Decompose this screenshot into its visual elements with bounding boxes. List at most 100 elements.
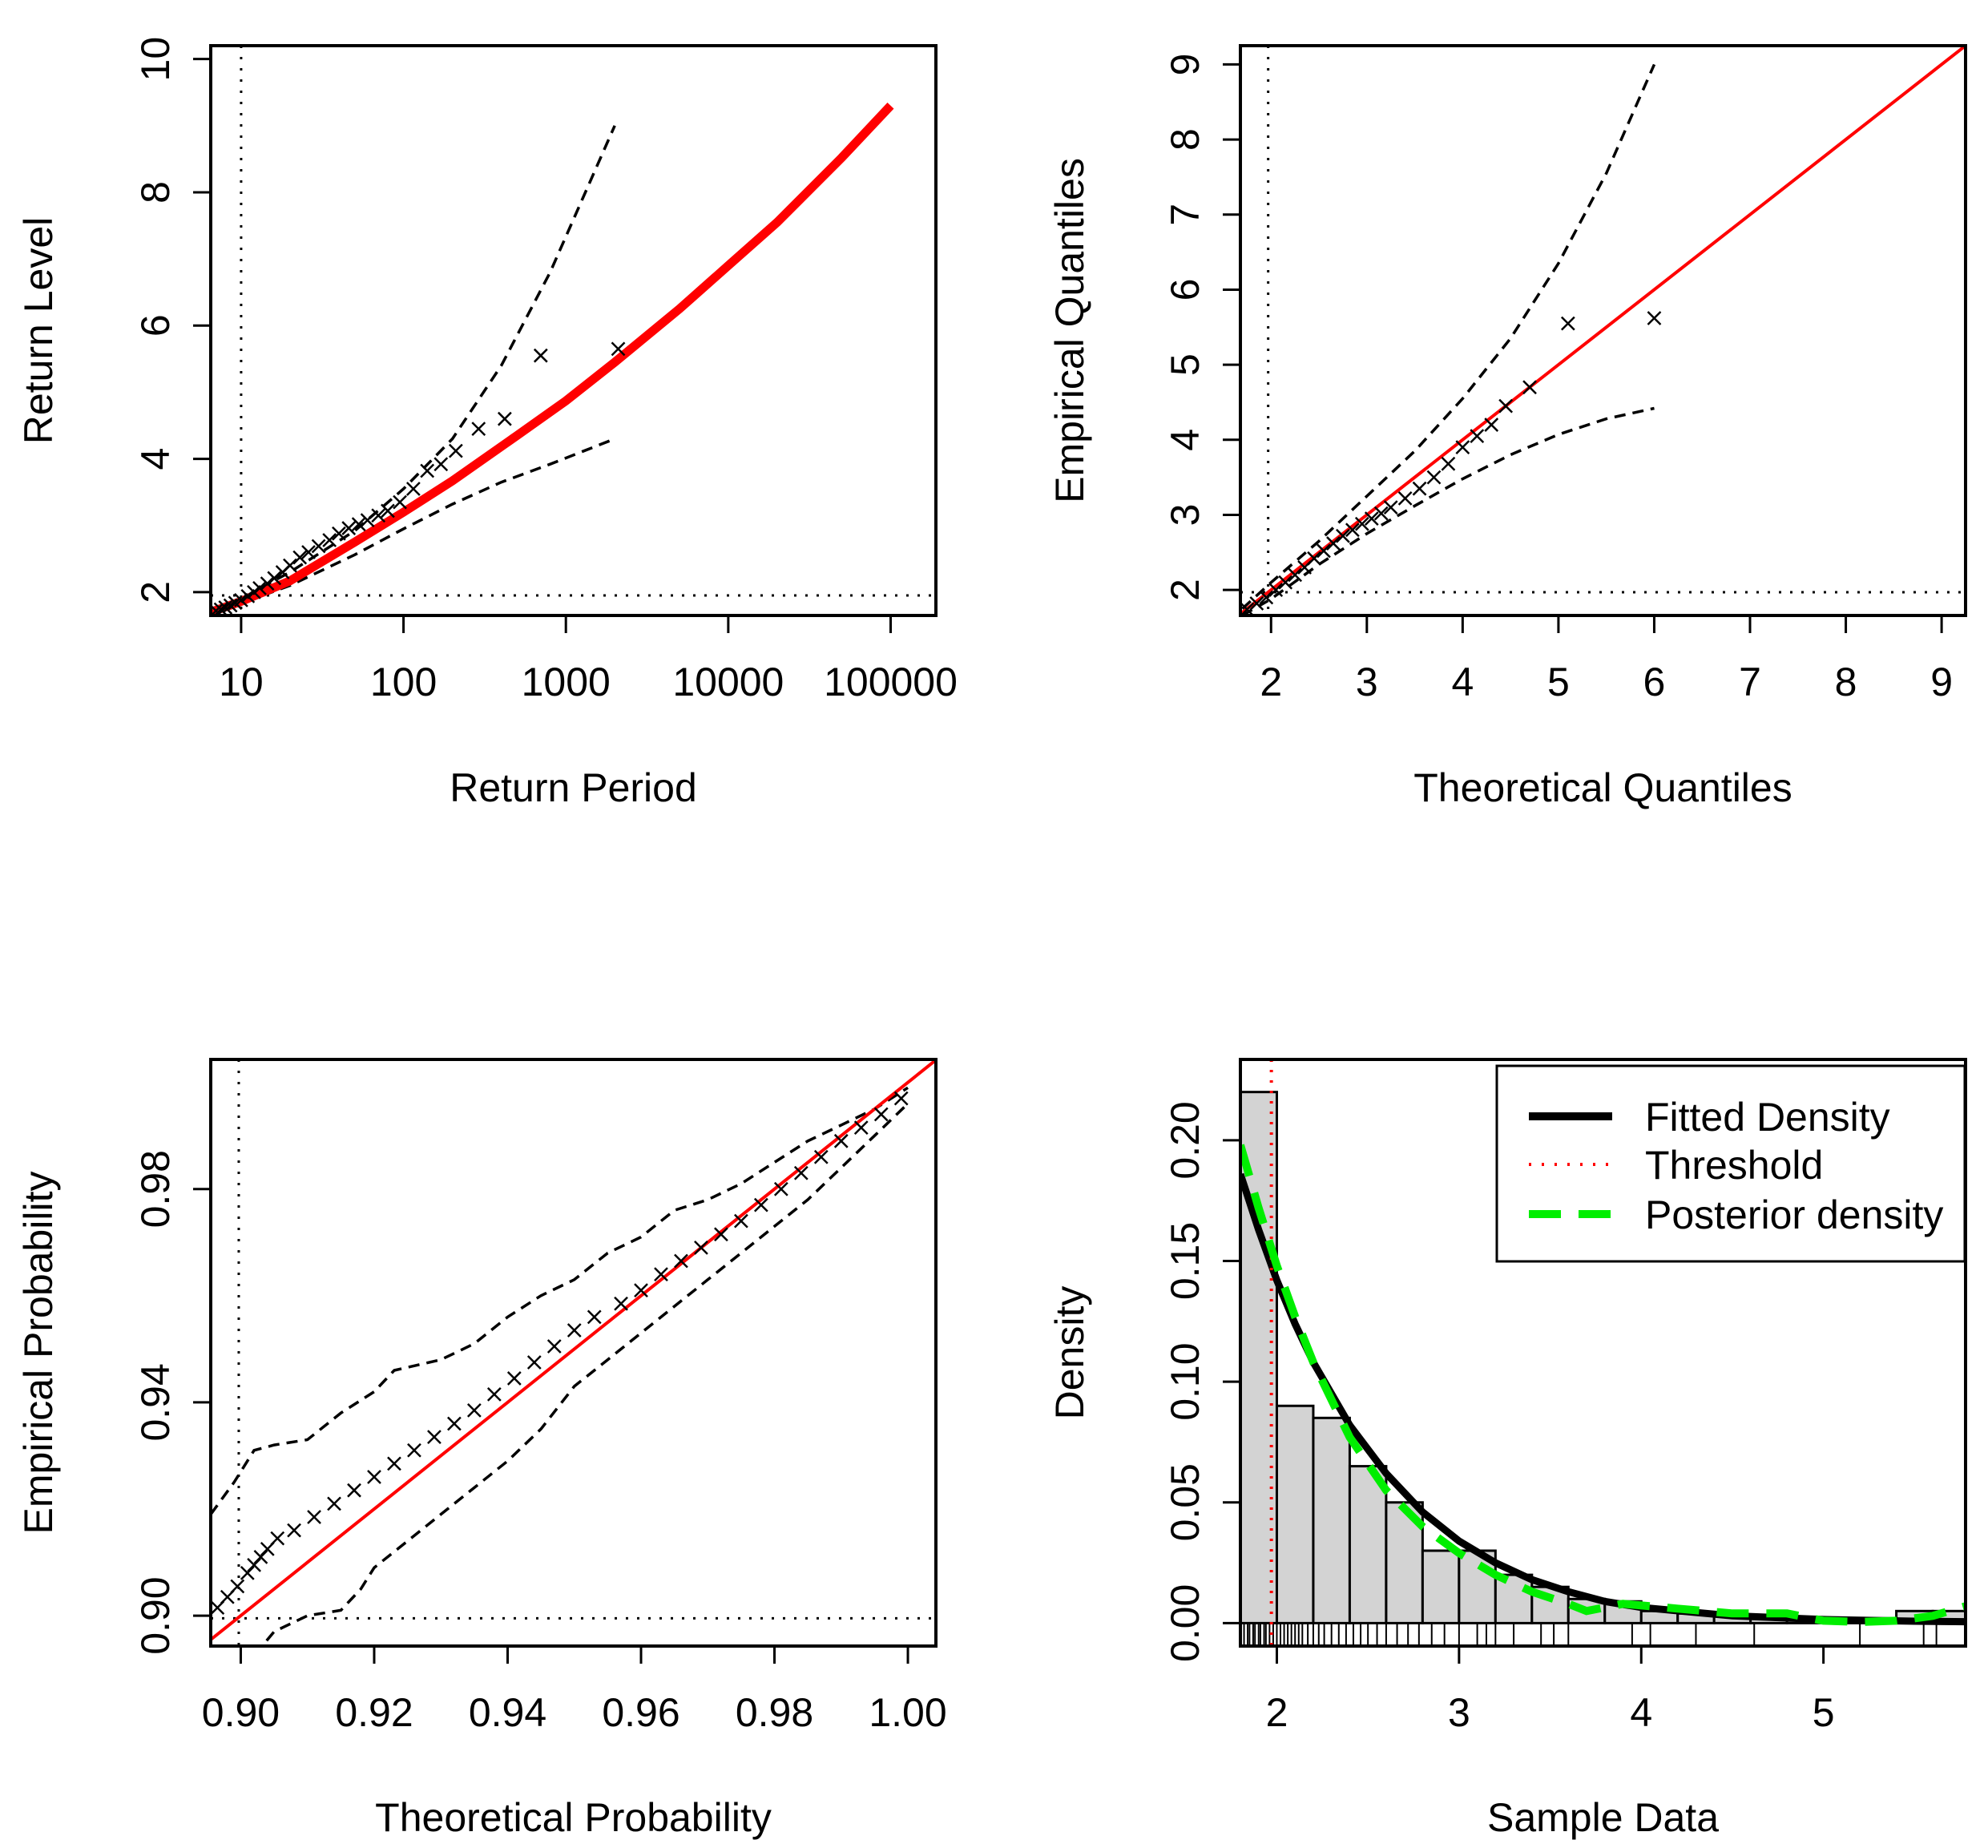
histogram-bar xyxy=(1494,1573,1534,1624)
x-tick-label: 2 xyxy=(1260,660,1282,704)
histogram-bar xyxy=(1312,1416,1351,1624)
data-point xyxy=(260,576,275,591)
x-tick-label: 100000 xyxy=(824,660,958,704)
plot-frame xyxy=(209,44,938,617)
data-point xyxy=(1288,567,1303,583)
plot-frame xyxy=(1239,44,1967,617)
return-level-plot: 10 100 1000 10000 100000 2 4 6 8 10 Return Perio… xyxy=(16,37,958,810)
upper-confidence-band xyxy=(211,125,616,612)
data-point xyxy=(307,1510,321,1524)
data-point xyxy=(427,1430,442,1445)
data-point xyxy=(486,1387,502,1402)
data-point xyxy=(714,1227,728,1242)
y-tick-label: 2 xyxy=(133,581,178,603)
data-point xyxy=(1259,590,1274,605)
lower-confidence-band xyxy=(1241,406,1655,615)
data-point xyxy=(448,443,463,458)
data-point xyxy=(360,513,375,527)
data-point xyxy=(283,558,297,573)
data-point xyxy=(1484,418,1499,432)
data-point xyxy=(753,1197,768,1212)
y-tick-label: 2 xyxy=(1163,579,1208,601)
x-tick-label: 3 xyxy=(1448,1690,1470,1735)
data-point xyxy=(367,1470,381,1484)
data-point xyxy=(533,348,548,363)
data-point xyxy=(311,539,326,554)
legend-box xyxy=(1495,1064,1966,1263)
data-point xyxy=(1345,523,1360,538)
data-point xyxy=(506,1371,522,1386)
data-point xyxy=(371,508,386,523)
x-tick-label: 8 xyxy=(1835,660,1857,704)
y-tick-label: 6 xyxy=(1163,279,1208,301)
legend-label-posterior-density: Posterior density xyxy=(1645,1192,1943,1237)
y-tick-label: 0.90 xyxy=(133,1576,178,1654)
histogram-bar xyxy=(1240,1091,1278,1624)
data-point xyxy=(793,1165,809,1180)
data-point xyxy=(433,457,449,472)
data-point xyxy=(267,571,282,586)
data-point xyxy=(347,1483,361,1498)
data-point xyxy=(1336,528,1350,543)
data-point xyxy=(587,1309,602,1325)
x-tick-label: 5 xyxy=(1547,660,1570,704)
data-point xyxy=(351,517,366,531)
x-tick-label: 4 xyxy=(1451,660,1474,704)
x-tick-label: 5 xyxy=(1813,1690,1835,1735)
data-point xyxy=(873,1107,889,1122)
data-point xyxy=(853,1120,869,1136)
x-tick-label: 6 xyxy=(1643,660,1666,704)
data-point xyxy=(1307,551,1321,566)
data-point xyxy=(674,1253,688,1269)
data-point xyxy=(694,1241,708,1255)
x-tick-label: 1000 xyxy=(522,660,611,704)
y-tick-label: 0.15 xyxy=(1163,1222,1208,1300)
data-point xyxy=(218,600,233,615)
reference-line xyxy=(211,1059,936,1641)
data-point xyxy=(393,494,407,510)
data-point xyxy=(1268,583,1284,598)
data-point xyxy=(1412,481,1427,496)
data-point xyxy=(893,1091,909,1106)
y-tick-label: 3 xyxy=(1163,504,1208,527)
data-point xyxy=(240,589,256,603)
data-point xyxy=(1326,536,1341,551)
data-point xyxy=(327,1496,341,1511)
density-histogram: 2 3 4 5 0.00 0.05 0.10 0.15 0.20 Sample Data De… xyxy=(1047,1058,1967,1840)
y-axis-label: Empirical Quantiles xyxy=(1047,158,1092,503)
data-point xyxy=(1240,602,1255,615)
y-tick-label: 0.10 xyxy=(1163,1342,1208,1420)
data-point xyxy=(471,422,486,437)
y-tick-label: 7 xyxy=(1163,204,1208,226)
x-tick-label: 4 xyxy=(1630,1690,1652,1735)
data-point xyxy=(567,1323,582,1338)
data-point xyxy=(405,482,421,496)
data-point xyxy=(270,1531,285,1546)
x-axis-label: Sample Data xyxy=(1487,1795,1719,1840)
x-tick-label: 0.92 xyxy=(335,1690,413,1735)
y-tick-label: 0.00 xyxy=(1163,1584,1208,1662)
y-tick-label: 8 xyxy=(133,181,178,204)
y-tick-label: 0.05 xyxy=(1163,1463,1208,1541)
y-tick-label: 4 xyxy=(133,448,178,470)
data-point xyxy=(1373,506,1389,521)
plot-frame xyxy=(209,1058,938,1648)
fitted-return-level-curve xyxy=(211,103,894,615)
y-axis-label: Return Level xyxy=(16,217,61,445)
x-tick-label: 0.98 xyxy=(736,1690,813,1735)
data-point xyxy=(1317,543,1331,559)
y-tick-label: 6 xyxy=(133,314,178,337)
histogram-bar xyxy=(1421,1549,1461,1624)
x-tick-label: 0.96 xyxy=(602,1690,679,1735)
histogram-bar xyxy=(1275,1404,1315,1624)
y-axis-label: Density xyxy=(1047,1286,1092,1420)
data-point xyxy=(1498,398,1514,414)
data-point xyxy=(1278,575,1293,590)
data-point xyxy=(213,602,228,615)
x-tick-label: 100 xyxy=(370,660,437,704)
data-point xyxy=(292,550,308,565)
x-tick-label: 1.00 xyxy=(869,1690,946,1735)
data-point xyxy=(322,533,337,547)
data-point xyxy=(497,411,512,426)
